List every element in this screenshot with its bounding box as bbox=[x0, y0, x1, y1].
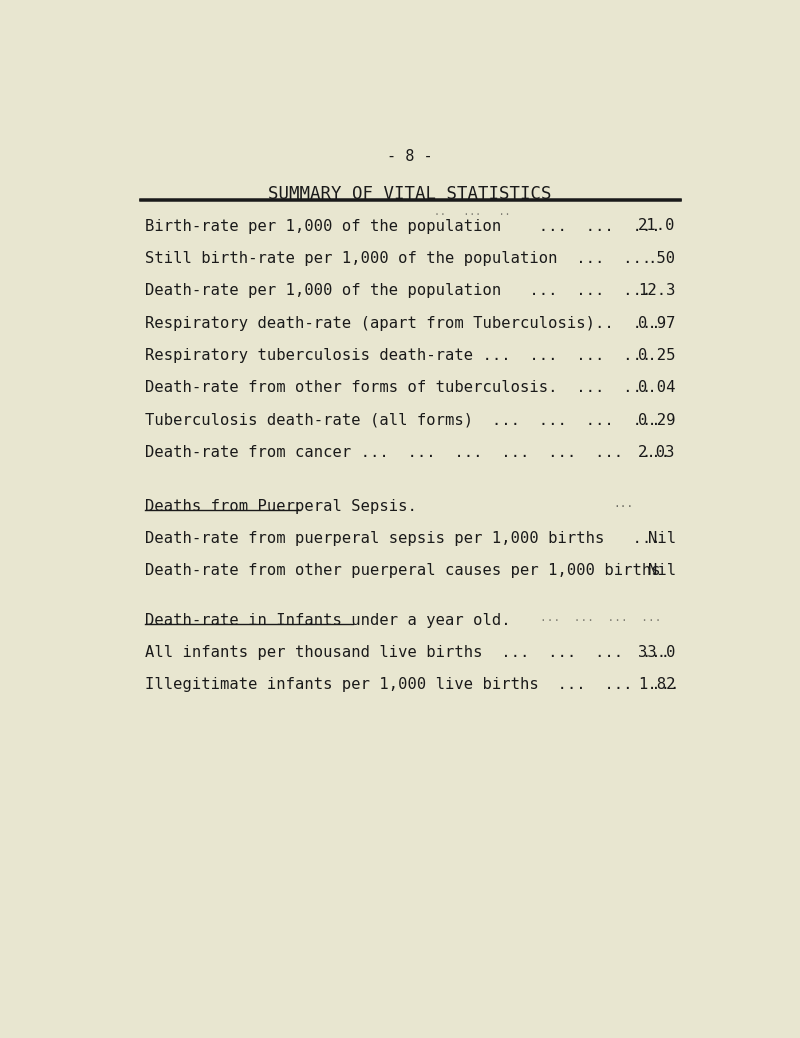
Text: Death-rate in Infants under a year old.: Death-rate in Infants under a year old. bbox=[145, 612, 510, 628]
Text: Death-rate from cancer ...  ...  ...  ...  ...  ...  ...: Death-rate from cancer ... ... ... ... .… bbox=[145, 445, 670, 460]
Text: Respiratory death-rate (apart from Tuberculosis)..  ...: Respiratory death-rate (apart from Tuber… bbox=[145, 316, 661, 330]
Text: 0.25: 0.25 bbox=[638, 348, 676, 363]
Text: ..   ...   ..: .. ... .. bbox=[434, 207, 510, 217]
Text: Respiratory tuberculosis death-rate ...  ...  ...  ...: Respiratory tuberculosis death-rate ... … bbox=[145, 348, 651, 363]
Text: 0.29: 0.29 bbox=[638, 412, 676, 428]
Text: Tuberculosis death-rate (all forms)  ...  ...  ...  ...: Tuberculosis death-rate (all forms) ... … bbox=[145, 412, 661, 428]
Text: Deaths from Puerperal Sepsis.: Deaths from Puerperal Sepsis. bbox=[145, 499, 417, 514]
Text: 0.97: 0.97 bbox=[638, 316, 676, 330]
Text: Still birth-rate per 1,000 of the population  ...  ...: Still birth-rate per 1,000 of the popula… bbox=[145, 251, 651, 266]
Text: 0.04: 0.04 bbox=[638, 380, 676, 395]
Text: 33.0: 33.0 bbox=[638, 645, 676, 660]
Text: Birth-rate per 1,000 of the population    ...  ...  ...: Birth-rate per 1,000 of the population .… bbox=[145, 219, 661, 234]
Text: Nil: Nil bbox=[648, 531, 676, 546]
Text: SUMMARY OF VITAL STATISTICS: SUMMARY OF VITAL STATISTICS bbox=[268, 185, 552, 202]
Text: All infants per thousand live births  ...  ...  ...  ...: All infants per thousand live births ...… bbox=[145, 645, 670, 660]
Text: Death-rate per 1,000 of the population   ...  ...  ...: Death-rate per 1,000 of the population .… bbox=[145, 283, 651, 298]
Text: Death-rate from puerperal sepsis per 1,000 births   ...: Death-rate from puerperal sepsis per 1,0… bbox=[145, 531, 661, 546]
Text: Illegitimate infants per 1,000 live births  ...  ...  ...: Illegitimate infants per 1,000 live birt… bbox=[145, 678, 679, 692]
Text: 2.03: 2.03 bbox=[638, 445, 676, 460]
Text: ...: ... bbox=[614, 499, 634, 509]
Text: Death-rate from other puerperal causes per 1,000 births: Death-rate from other puerperal causes p… bbox=[145, 564, 661, 578]
Text: 12.3: 12.3 bbox=[638, 283, 676, 298]
Text: Nil: Nil bbox=[648, 564, 676, 578]
Text: ...  ...  ...  ...: ... ... ... ... bbox=[540, 612, 662, 623]
Text: .50: .50 bbox=[648, 251, 676, 266]
Text: 1.82: 1.82 bbox=[638, 678, 676, 692]
Text: 21.0: 21.0 bbox=[638, 219, 676, 234]
Text: - 8 -: - 8 - bbox=[387, 149, 433, 164]
Text: Death-rate from other forms of tuberculosis.  ...  ...: Death-rate from other forms of tuberculo… bbox=[145, 380, 651, 395]
